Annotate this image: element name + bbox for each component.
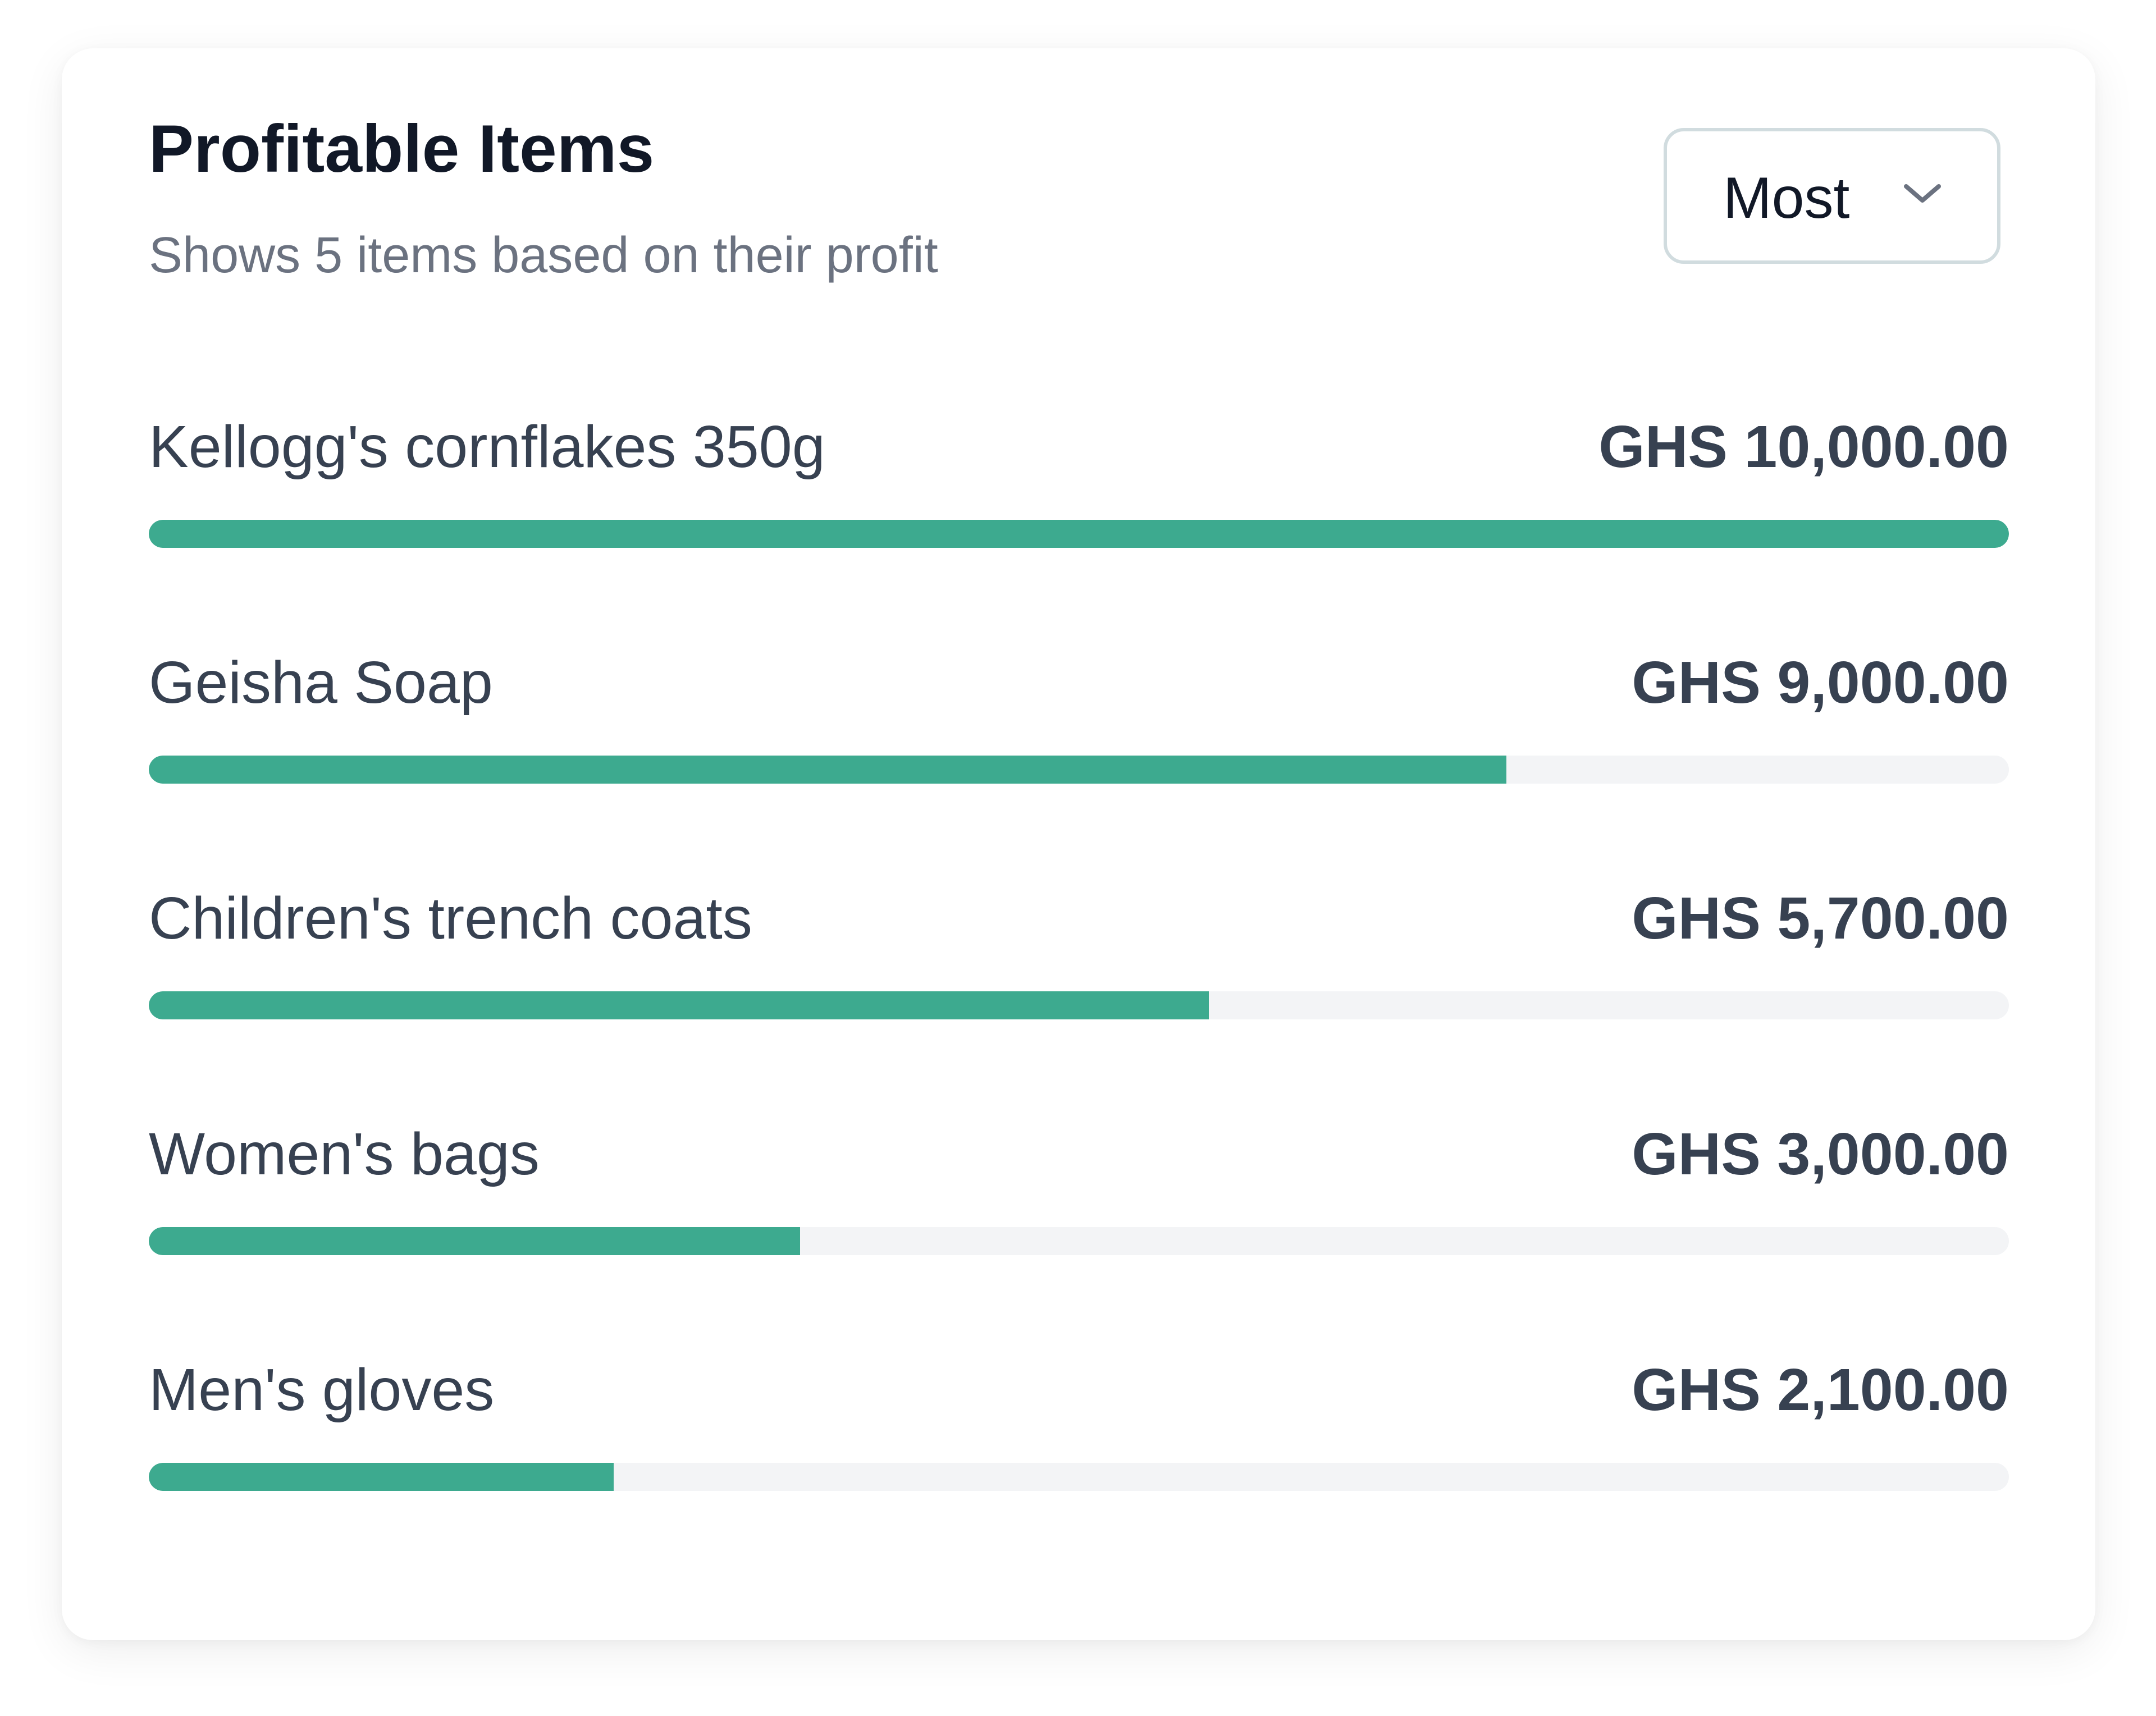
sort-dropdown-value: Most xyxy=(1723,166,1850,231)
item-name: Children's trench coats xyxy=(149,885,752,951)
item-profit: GHS 3,000.00 xyxy=(1632,1121,2009,1187)
profit-bar-track xyxy=(149,991,2009,1019)
profitable-items-card: Profitable Items Shows 5 items based on … xyxy=(62,48,2095,1640)
item-name: Women's bags xyxy=(149,1121,540,1187)
profit-bar-fill xyxy=(149,520,2009,548)
list-item: Kellogg's cornflakes 350g GHS 10,000.00 xyxy=(149,413,2009,582)
profit-bar-fill xyxy=(149,756,1507,784)
profit-bar-track xyxy=(149,1463,2009,1491)
list-item: Men's gloves GHS 2,100.00 xyxy=(149,1356,2009,1525)
list-item: Geisha Soap GHS 9,000.00 xyxy=(149,649,2009,817)
profit-bar-track xyxy=(149,1227,2009,1255)
sort-dropdown[interactable]: Most xyxy=(1664,128,2000,264)
item-name: Men's gloves xyxy=(149,1357,495,1423)
item-profit: GHS 9,000.00 xyxy=(1632,649,2009,716)
card-title: Profitable Items xyxy=(149,111,655,186)
profit-bar-fill xyxy=(149,1227,800,1255)
item-profit: GHS 5,700.00 xyxy=(1632,885,2009,951)
profit-bar-fill xyxy=(149,1463,614,1491)
item-name: Kellogg's cornflakes 350g xyxy=(149,414,825,480)
list-item: Children's trench coats GHS 5,700.00 xyxy=(149,885,2009,1053)
profit-bar-track xyxy=(149,520,2009,548)
list-item: Women's bags GHS 3,000.00 xyxy=(149,1120,2009,1289)
profit-bar-track xyxy=(149,756,2009,784)
chevron-down-icon xyxy=(1904,184,1941,203)
card-subtitle: Shows 5 items based on their profit xyxy=(149,227,938,283)
item-profit: GHS 10,000.00 xyxy=(1598,414,2009,480)
item-name: Geisha Soap xyxy=(149,649,493,716)
profit-bar-fill xyxy=(149,991,1209,1019)
item-profit: GHS 2,100.00 xyxy=(1632,1357,2009,1423)
